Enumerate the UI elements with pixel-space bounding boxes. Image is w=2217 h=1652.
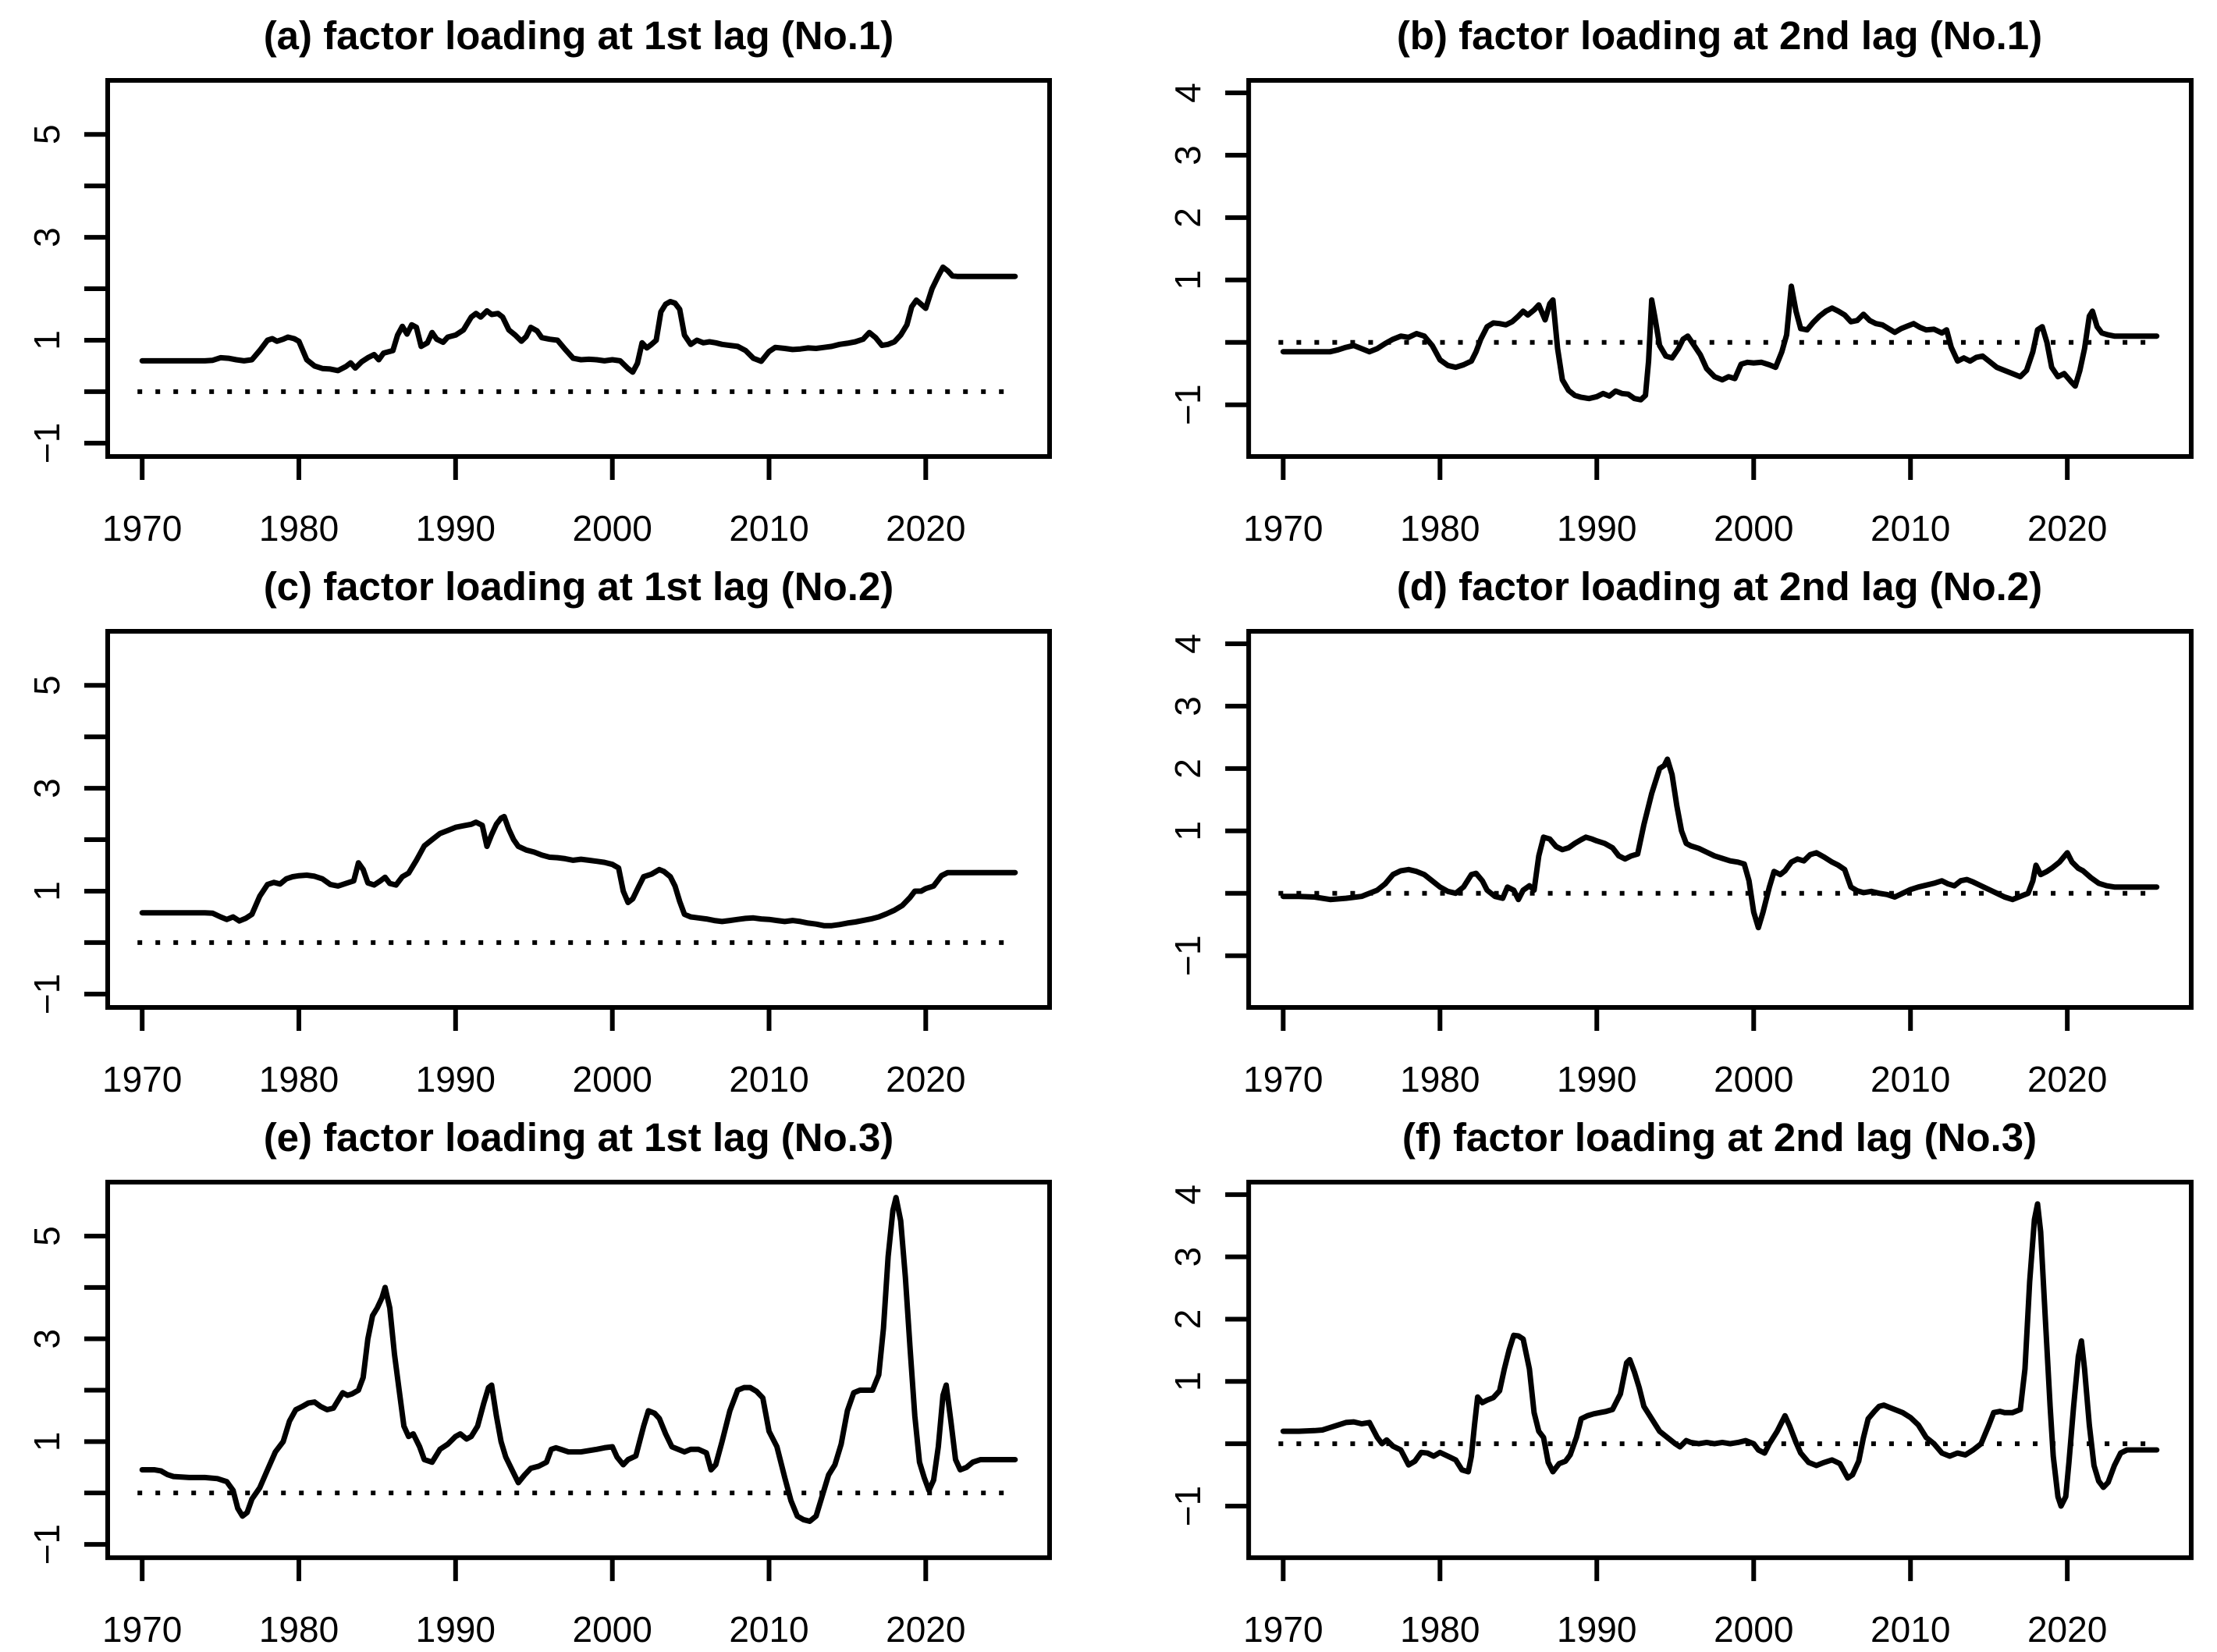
- svg-text:2000: 2000: [573, 1059, 652, 1100]
- svg-text:2010: 2010: [729, 1059, 808, 1100]
- panel-f-plot: 4 3 2 1 −1 1970 1980 1990 2000 2010 2020: [1167, 1179, 2194, 1650]
- panel-d-plot: 4 3 2 1 −1 1970 1980 1990 2000 2010 2020: [1167, 629, 2194, 1100]
- svg-text:3: 3: [27, 778, 67, 798]
- svg-text:2010: 2010: [729, 1609, 808, 1650]
- svg-text:4: 4: [1167, 1185, 1208, 1205]
- svg-text:2010: 2010: [1871, 1609, 1950, 1650]
- panel-b: (b) factor loading at 2nd lag (No.1) 4 3 2…: [1108, 0, 2217, 551]
- svg-text:1970: 1970: [1243, 1059, 1323, 1100]
- svg-text:1990: 1990: [416, 1059, 496, 1100]
- svg-text:2: 2: [1167, 758, 1208, 779]
- svg-text:1: 1: [27, 330, 67, 350]
- svg-text:1: 1: [1167, 270, 1208, 290]
- svg-text:5: 5: [27, 124, 67, 144]
- svg-text:2010: 2010: [729, 508, 808, 549]
- svg-text:3: 3: [1167, 145, 1208, 165]
- svg-text:1: 1: [1167, 821, 1208, 841]
- svg-text:2010: 2010: [1871, 508, 1950, 549]
- svg-text:1980: 1980: [259, 1059, 339, 1100]
- svg-text:1970: 1970: [1243, 1609, 1323, 1650]
- panel-a-title: (a) factor loading at 1st lag (No.1): [263, 13, 894, 58]
- svg-text:2000: 2000: [1714, 1609, 1793, 1650]
- svg-text:−1: −1: [27, 423, 67, 464]
- svg-text:−1: −1: [1167, 384, 1208, 425]
- svg-text:1980: 1980: [259, 1609, 339, 1650]
- svg-text:3: 3: [27, 1329, 67, 1349]
- svg-text:2020: 2020: [886, 1059, 965, 1100]
- svg-text:1990: 1990: [416, 508, 496, 549]
- svg-text:1970: 1970: [1243, 508, 1323, 549]
- svg-text:4: 4: [1167, 83, 1208, 103]
- svg-text:3: 3: [1167, 1247, 1208, 1267]
- svg-text:2020: 2020: [2027, 508, 2107, 549]
- svg-text:5: 5: [27, 675, 67, 695]
- panel-b-title: (b) factor loading at 2nd lag (No.1): [1396, 13, 2043, 58]
- svg-text:1: 1: [1167, 1372, 1208, 1392]
- panel-c: (c) factor loading at 1st lag (No.2) 5 3 1…: [0, 551, 1108, 1102]
- svg-text:3: 3: [1167, 696, 1208, 716]
- svg-text:1980: 1980: [1400, 1609, 1480, 1650]
- panel-e: (e) factor loading at 1st lag (No.3) 5 3 1…: [0, 1102, 1108, 1652]
- panel-f-title: (f) factor loading at 2nd lag (No.3): [1402, 1115, 2038, 1160]
- svg-text:1990: 1990: [416, 1609, 496, 1650]
- svg-text:5: 5: [27, 1226, 67, 1246]
- svg-text:−1: −1: [27, 1524, 67, 1565]
- svg-text:2020: 2020: [2027, 1609, 2107, 1650]
- svg-text:1990: 1990: [1557, 508, 1636, 549]
- svg-text:1990: 1990: [1557, 1609, 1636, 1650]
- panel-f: (f) factor loading at 2nd lag (No.3) 4 3 2…: [1108, 1102, 2217, 1652]
- svg-text:1980: 1980: [1400, 508, 1480, 549]
- svg-text:1980: 1980: [259, 508, 339, 549]
- svg-text:3: 3: [27, 227, 67, 247]
- svg-text:2010: 2010: [1871, 1059, 1950, 1100]
- panel-d-title: (d) factor loading at 2nd lag (No.2): [1396, 564, 2043, 609]
- panel-e-plot: 5 3 1 −1 1970 1980 1990 2000 2010 2020: [27, 1179, 1052, 1650]
- svg-text:2020: 2020: [2027, 1059, 2107, 1100]
- panel-d: (d) factor loading at 2nd lag (No.2) 4 3 2…: [1108, 551, 2217, 1102]
- svg-text:2000: 2000: [573, 508, 652, 549]
- svg-text:1970: 1970: [102, 508, 182, 549]
- panel-e-title: (e) factor loading at 1st lag (No.3): [263, 1115, 894, 1160]
- svg-text:2: 2: [1167, 208, 1208, 228]
- panel-a: (a) factor loading at 1st lag (No.1) 5 3 1…: [0, 0, 1108, 551]
- svg-text:1: 1: [27, 881, 67, 901]
- svg-text:2020: 2020: [886, 508, 965, 549]
- svg-text:−1: −1: [1167, 935, 1208, 975]
- svg-text:1: 1: [27, 1432, 67, 1452]
- svg-text:4: 4: [1167, 634, 1208, 654]
- svg-text:1990: 1990: [1557, 1059, 1636, 1100]
- svg-text:−1: −1: [1167, 1486, 1208, 1526]
- svg-text:1970: 1970: [102, 1059, 182, 1100]
- svg-text:2: 2: [1167, 1309, 1208, 1330]
- panel-c-plot: 5 3 1 −1 1970 1980 1990 2000 2010 2020: [27, 629, 1052, 1100]
- svg-text:1970: 1970: [102, 1609, 182, 1650]
- svg-text:2020: 2020: [886, 1609, 965, 1650]
- svg-text:1980: 1980: [1400, 1059, 1480, 1100]
- svg-text:2000: 2000: [1714, 1059, 1793, 1100]
- panel-b-plot: 4 3 2 1 −1 1970 1980 1990 2000 2010 2020: [1167, 78, 2194, 549]
- svg-text:2000: 2000: [1714, 508, 1793, 549]
- panel-a-plot: 5 3 1 −1 1970 1980 1990 2000 2010 2020: [27, 78, 1052, 549]
- svg-text:2000: 2000: [573, 1609, 652, 1650]
- panel-c-title: (c) factor loading at 1st lag (No.2): [263, 564, 894, 609]
- svg-text:−1: −1: [27, 974, 67, 1014]
